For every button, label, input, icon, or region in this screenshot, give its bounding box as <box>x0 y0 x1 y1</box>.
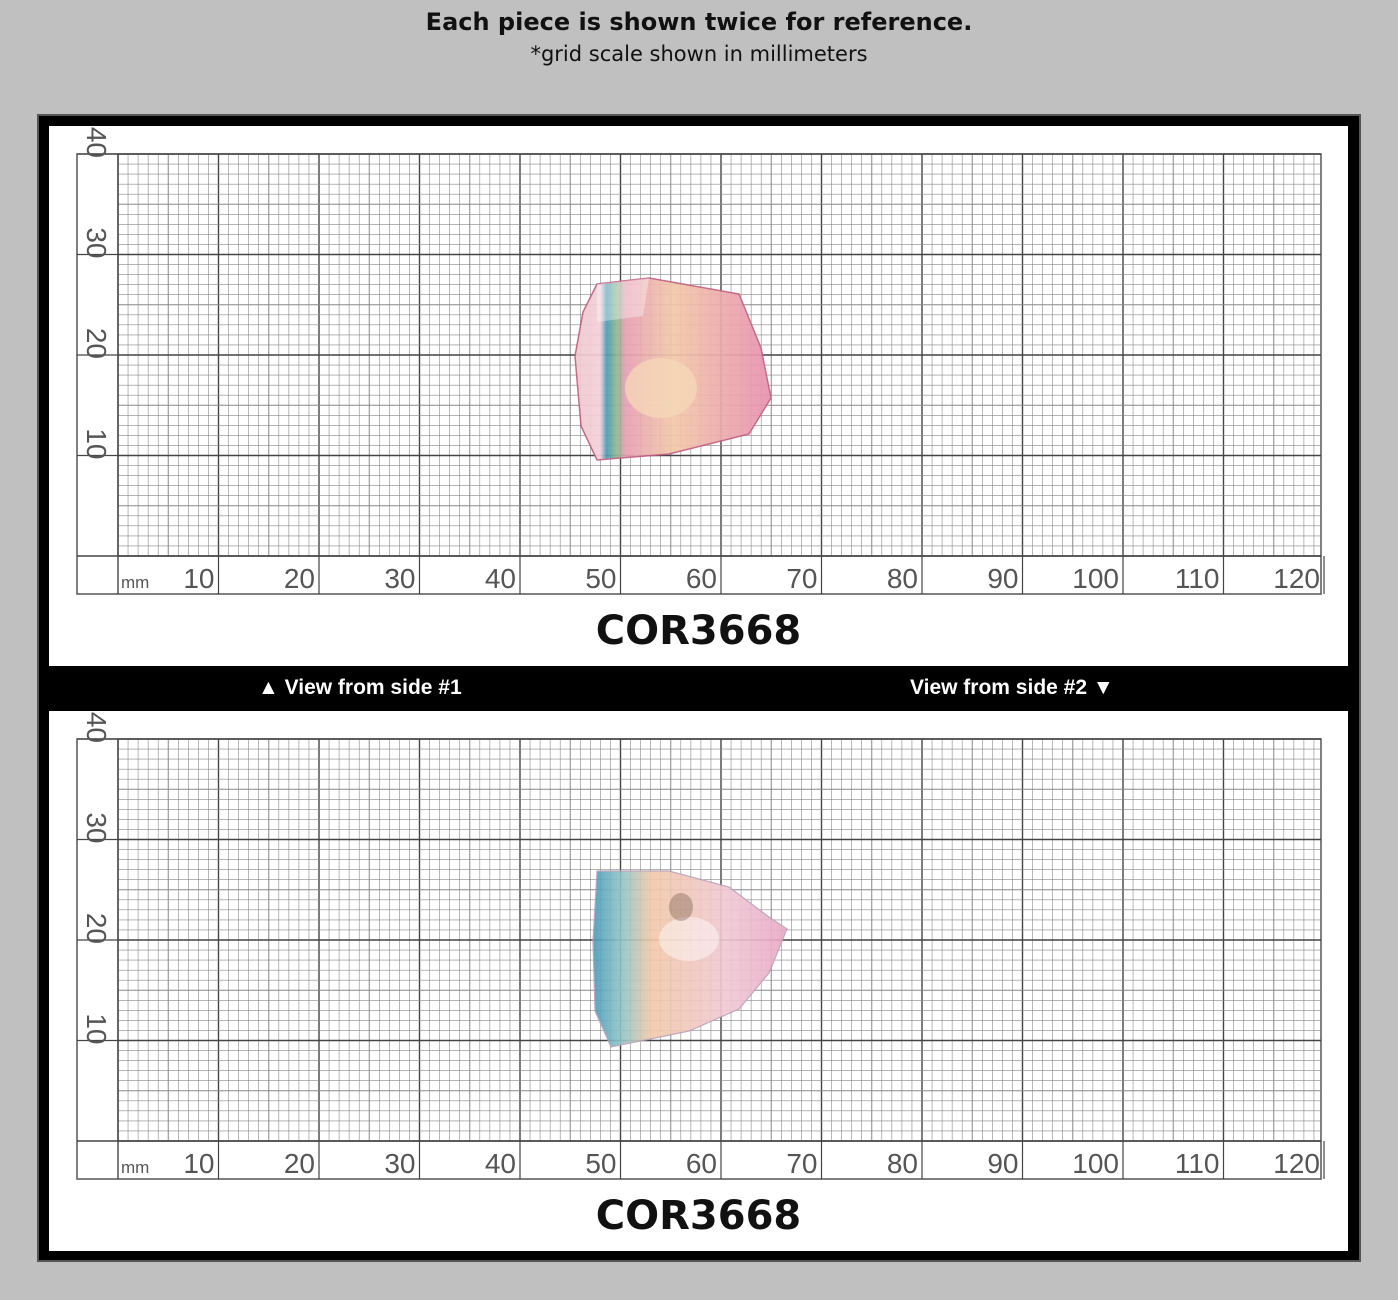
x-tick-label: 30 <box>384 563 415 594</box>
panel-side-1: 10 20 30 40 50 60 70 80 90 100 110 120 mm 10 20 30 40 CO… <box>49 126 1348 666</box>
y-tick-label: 30 <box>81 227 112 258</box>
x-tick-label: 50 <box>585 563 616 594</box>
panel-side-2: 10 20 30 40 50 60 70 80 90 100 110 120 mm 10 20 30 40 CO… <box>49 711 1348 1251</box>
x-tick-label: 110 <box>1175 1148 1220 1179</box>
page-subtitle: *grid scale shown in millimeters <box>530 42 868 66</box>
specimen-photo <box>592 870 788 1048</box>
millimeter-grid: 10 20 30 40 50 60 70 80 90 100 110 120 mm 10 20 30 40 <box>76 712 1325 1180</box>
view-side-2-label: View from side #2 ▼ <box>910 676 1114 699</box>
y-tick-label: 20 <box>81 328 112 359</box>
y-tick-label: 10 <box>81 428 112 459</box>
view-side-1-label: ▲ View from side #1 <box>258 676 462 699</box>
x-tick-label: 80 <box>887 563 918 594</box>
x-tick-label: 60 <box>686 1148 717 1179</box>
unit-label: mm <box>121 1158 149 1177</box>
x-tick-label: 90 <box>987 1148 1018 1179</box>
x-tick-label: 100 <box>1072 563 1119 594</box>
x-tick-label: 20 <box>284 563 315 594</box>
page-title: Each piece is shown twice for reference. <box>425 8 973 36</box>
x-tick-label: 90 <box>987 563 1018 594</box>
y-tick-label: 40 <box>81 127 112 158</box>
x-tick-label: 70 <box>786 563 817 594</box>
x-tick-label: 40 <box>485 1148 516 1179</box>
x-tick-label: 40 <box>485 563 516 594</box>
x-tick-label: 120 <box>1273 563 1320 594</box>
x-tick-label: 120 <box>1273 1148 1320 1179</box>
x-tick-label: 110 <box>1175 563 1220 594</box>
y-tick-label: 10 <box>81 1013 112 1044</box>
x-tick-label: 50 <box>585 1148 616 1179</box>
x-tick-label: 60 <box>686 563 717 594</box>
millimeter-grid: 10 20 30 40 50 60 70 80 90 100 110 120 mm 10 20 30 40 <box>76 127 1325 595</box>
specimen-code: COR3668 <box>595 1193 802 1239</box>
x-tick-label: 10 <box>183 1148 214 1179</box>
unit-label: mm <box>121 573 149 592</box>
x-tick-label: 30 <box>384 1148 415 1179</box>
y-tick-label: 30 <box>81 812 112 843</box>
x-tick-label: 20 <box>284 1148 315 1179</box>
specimen-code: COR3668 <box>595 608 802 654</box>
x-tick-label: 80 <box>887 1148 918 1179</box>
x-tick-label: 10 <box>183 563 214 594</box>
x-tick-label: 70 <box>786 1148 817 1179</box>
x-tick-label: 100 <box>1072 1148 1119 1179</box>
specimen-photo <box>574 277 772 461</box>
y-tick-label: 20 <box>81 913 112 944</box>
y-tick-label: 40 <box>81 712 112 743</box>
